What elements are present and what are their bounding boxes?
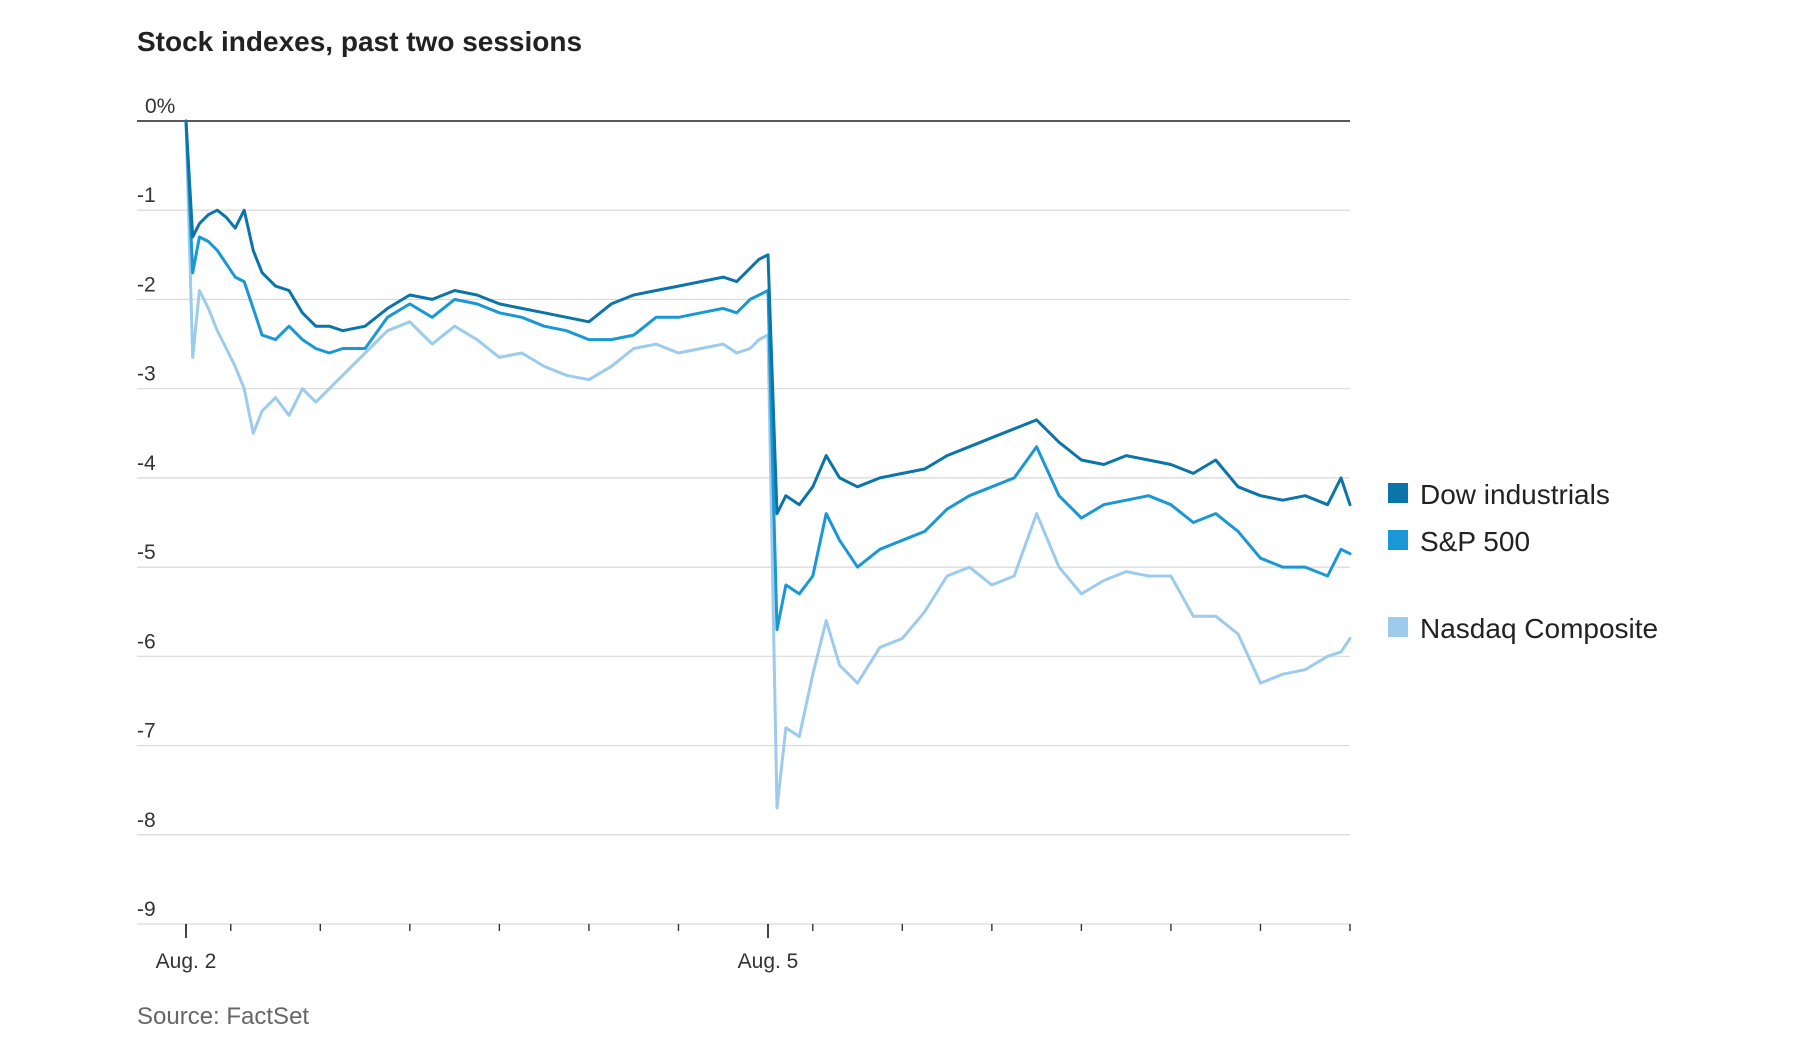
legend-swatch-s-p-500 (1388, 530, 1408, 550)
y-tick-label: -3 (137, 363, 156, 386)
y-tick-label: -2 (137, 273, 156, 296)
series-line-s-p-500 (184, 119, 1352, 632)
legend-label: Dow industrials (1420, 479, 1610, 510)
y-tick-label: -5 (137, 541, 156, 564)
series-lines (184, 119, 1352, 810)
legend: Dow industrials S&P 500 Nasdaq Composite (1388, 479, 1658, 644)
source-note: Source: FactSet (137, 1003, 310, 1030)
y-tick-label: -8 (137, 809, 156, 832)
legend-label: S&P 500 (1420, 526, 1530, 557)
y-tick-label: -9 (137, 898, 156, 921)
y-tick-label: 0% (145, 95, 175, 118)
series-line-dow-industrials (184, 119, 1352, 516)
y-tick-label: -7 (137, 720, 156, 743)
y-tick-label: -1 (137, 184, 156, 207)
legend-swatch-nasdaq-composite (1388, 617, 1408, 637)
y-tick-label: -6 (137, 630, 156, 653)
y-axis: 0% -1 -2 -3 -4 -5 -6 -7 -8 -9 (137, 95, 175, 921)
series-line-nasdaq-composite (184, 119, 1352, 810)
gridlines (137, 120, 1350, 925)
x-axis: Aug. 2 Aug. 5 (156, 924, 1351, 973)
legend-label: Nasdaq Composite (1420, 613, 1658, 644)
legend-swatch-dow-industrials (1388, 483, 1408, 503)
x-tick-label: Aug. 5 (738, 950, 799, 973)
x-tick-label: Aug. 2 (156, 950, 217, 973)
y-tick-label: -4 (137, 452, 156, 475)
chart-title: Stock indexes, past two sessions (137, 26, 583, 57)
